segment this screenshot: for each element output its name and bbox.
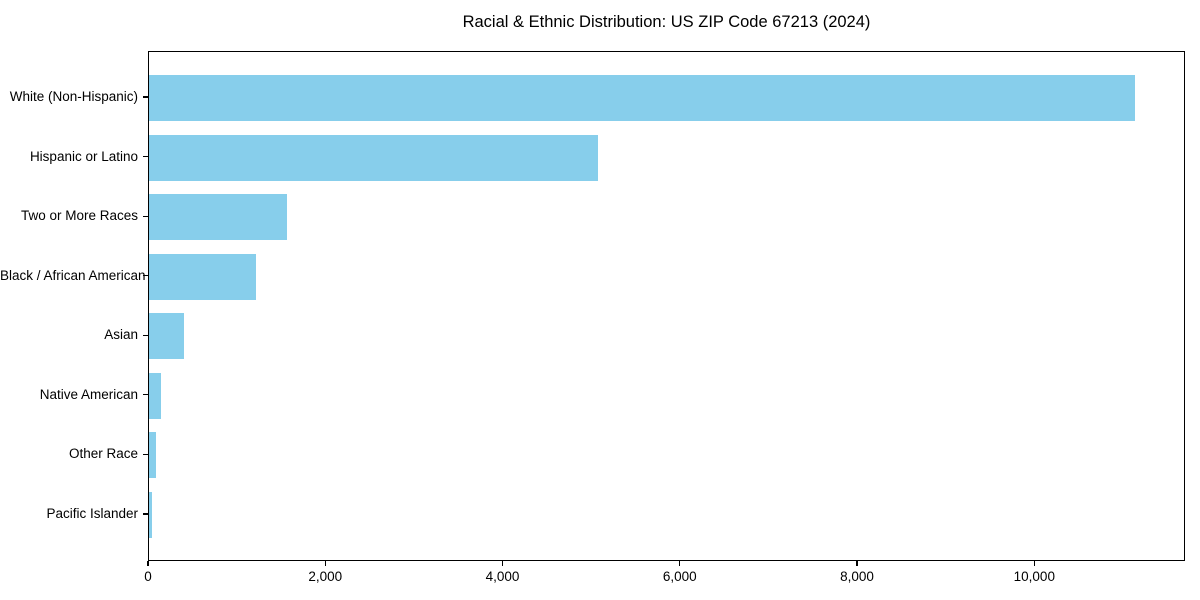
x-tick-label: 10,000 (1013, 569, 1055, 584)
x-tick-mark (501, 561, 504, 566)
y-axis-label: Hispanic or Latino (29, 148, 138, 164)
x-tick-label: 6,000 (662, 569, 697, 584)
x-tick-mark (1033, 561, 1035, 566)
y-axis-label: Black / African American (0, 267, 146, 283)
x-tick-label: 8,000 (840, 569, 874, 584)
bar-asian (149, 313, 185, 360)
bar-pacific-islander (149, 491, 152, 538)
y-tick-mark (143, 275, 148, 277)
y-tick-mark (143, 334, 148, 336)
y-tick-mark (143, 215, 148, 217)
bar-hispanic-or-latino (149, 134, 599, 181)
bar-native-american (149, 372, 162, 419)
x-tick-mark (147, 561, 149, 566)
x-tick-label: 0 (144, 569, 152, 584)
y-axis-label: Pacific Islander (46, 505, 138, 521)
x-tick-mark (856, 561, 858, 566)
y-tick-mark (143, 155, 148, 158)
x-tick-mark (324, 561, 326, 566)
y-axis-label: Asian (104, 327, 138, 343)
y-axis-label: White (Non-Hispanic) (9, 89, 138, 104)
y-axis-label: Other Race (68, 446, 138, 462)
y-tick-mark (143, 513, 148, 515)
x-tick-label: 2,000 (308, 569, 343, 584)
y-tick-mark (143, 453, 148, 455)
chart-title: Racial & Ethnic Distribution: US ZIP Cod… (462, 13, 871, 31)
bar-black-african-american (149, 253, 257, 300)
y-tick-mark (143, 394, 148, 396)
bar-two-or-more-races (149, 194, 287, 241)
bar-white-non-hispanic (149, 75, 1136, 121)
y-axis-label: Two or More Races (20, 208, 138, 224)
y-tick-mark (143, 96, 148, 98)
bar-other-race (149, 432, 157, 479)
y-axis-label: Native American (39, 386, 138, 402)
x-tick-mark (679, 561, 681, 566)
x-tick-label: 4,000 (485, 569, 520, 584)
plot-area (148, 51, 1185, 561)
